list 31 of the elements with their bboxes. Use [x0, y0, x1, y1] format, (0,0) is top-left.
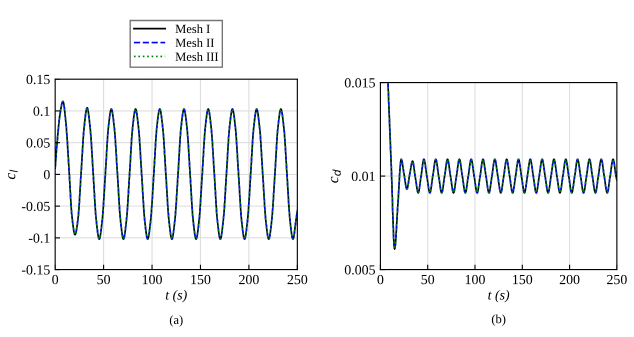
x-tick-label: 250 — [288, 274, 308, 284]
x-tick-label: 200 — [239, 274, 259, 284]
legend-label: Mesh III — [176, 52, 218, 61]
y-axis-title: c$_{d}$ — [330, 169, 341, 183]
x-tick-label: 150 — [191, 274, 210, 284]
x-tick-label: 250 — [607, 274, 627, 284]
x-axis-title: t (s) — [488, 290, 510, 302]
y-tick-label: -0.15 — [22, 265, 50, 275]
x-tick-label: 200 — [560, 274, 580, 284]
x-tick-label: 50 — [422, 274, 434, 284]
y-tick-label: 0 — [44, 170, 50, 180]
x-tick-label: 0 — [377, 274, 384, 284]
legend-label: Mesh I — [176, 24, 210, 34]
y-tick-label: 0.1 — [33, 106, 50, 116]
x-tick-label: 100 — [142, 274, 162, 284]
legend-label: Mesh II — [176, 38, 214, 48]
x-tick-label: 50 — [97, 274, 110, 284]
text: (a) — [170, 315, 183, 327]
y-axis-title: c$_{l}$ — [8, 170, 18, 180]
y-tick-label: 0.015 — [344, 78, 375, 88]
y-tick-label: 0.01 — [352, 172, 375, 182]
x-tick-label: 0 — [52, 274, 58, 284]
x-tick-label: 100 — [466, 274, 485, 284]
y-tick-label: 0.15 — [26, 74, 50, 84]
x-axis-title: t (s) — [166, 290, 187, 302]
y-tick-label: -0.05 — [22, 202, 50, 212]
y-tick-label: -0.1 — [28, 233, 50, 243]
text: (b) — [492, 314, 506, 326]
x-tick-label: 150 — [513, 274, 532, 284]
y-tick-label: 0.05 — [26, 138, 50, 148]
y-tick-label: 0.005 — [344, 265, 375, 275]
